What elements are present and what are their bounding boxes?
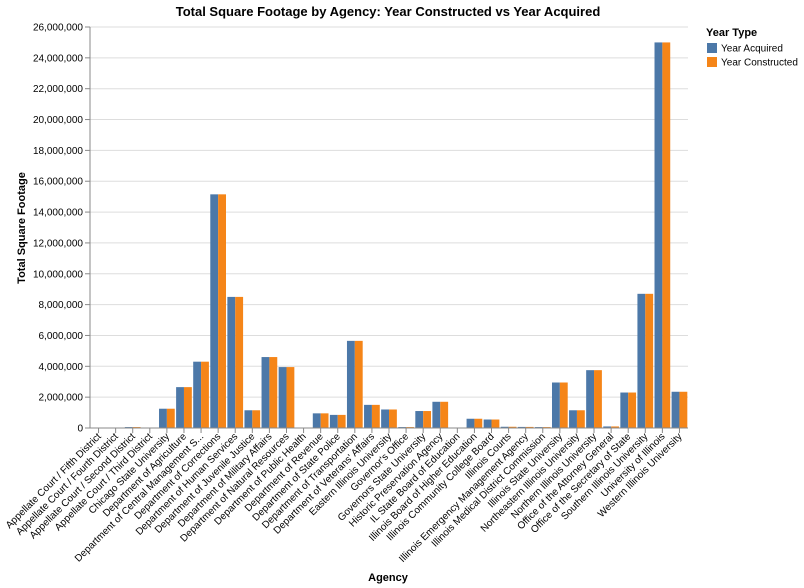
bar-year-constructed: [337, 414, 346, 428]
y-tick-label: 26,000,000: [33, 23, 83, 34]
bar-year-constructed: [491, 419, 500, 428]
y-tick-label: 4,000,000: [39, 362, 84, 373]
bar-year-acquired: [176, 387, 184, 428]
bar-year-constructed: [440, 401, 449, 428]
bar-year-constructed: [286, 367, 295, 428]
bar-year-acquired: [551, 382, 560, 428]
bar-year-acquired: [586, 370, 595, 428]
bars: [90, 42, 688, 429]
y-tick-label: 20,000,000: [33, 115, 83, 126]
bar-year-acquired: [193, 361, 202, 428]
bar-year-constructed: [183, 387, 192, 428]
axes: 0 2,000,000 4,000,000 6,000,000 8,000,000 10,…: [4, 23, 688, 565]
bar-year-constructed: [235, 296, 244, 428]
bar-year-acquired: [637, 293, 646, 428]
bar-year-acquired: [500, 426, 509, 428]
bar-year-acquired: [415, 411, 424, 428]
legend-swatch: [707, 57, 717, 67]
bar-year-constructed: [628, 392, 637, 428]
bar-year-acquired: [278, 367, 287, 428]
y-tick-label: 22,000,000: [33, 84, 83, 95]
bar-year-constructed: [645, 293, 654, 428]
bar-year-constructed: [252, 410, 261, 428]
bar-year-constructed: [594, 370, 602, 428]
bar-year-constructed: [423, 411, 432, 428]
bar-year-acquired: [244, 410, 253, 428]
bar-year-constructed: [389, 409, 397, 428]
bar-year-acquired: [364, 404, 372, 428]
y-tick-label: 12,000,000: [33, 238, 83, 249]
y-tick-label: 6,000,000: [39, 331, 84, 342]
y-axis-title: Total Square Footage: [16, 172, 28, 284]
bar-year-constructed: [508, 426, 517, 428]
bar-year-constructed: [662, 42, 671, 429]
chart-title: Total Square Footage by Agency: Year Con…: [176, 4, 601, 19]
bar-year-constructed: [201, 361, 209, 428]
y-tick-label: 24,000,000: [33, 53, 83, 64]
bar-year-constructed: [320, 413, 329, 428]
bar-year-acquired: [466, 418, 475, 428]
legend-swatch: [707, 43, 717, 53]
bar-year-acquired: [603, 426, 612, 428]
legend-label: Year Constructed: [721, 58, 798, 69]
y-tick-label: 18,000,000: [33, 146, 83, 157]
bar-year-acquired: [517, 426, 526, 428]
y-tick-label: 2,000,000: [39, 393, 84, 404]
bar-year-acquired: [227, 296, 236, 428]
bar-year-acquired: [159, 408, 167, 428]
y-tick-label: 0: [77, 424, 83, 435]
bar-year-constructed: [611, 426, 619, 428]
bar-year-acquired: [432, 401, 441, 428]
bar-year-acquired: [346, 340, 355, 428]
bar-year-acquired: [483, 419, 492, 428]
x-axis-title: Agency: [368, 572, 409, 584]
legend-label: Year Acquired: [721, 44, 783, 55]
y-tick-label: 10,000,000: [33, 269, 83, 280]
bar-year-acquired: [671, 391, 680, 428]
bar-year-constructed: [269, 357, 278, 428]
bar-year-constructed: [166, 408, 175, 428]
bar-year-acquired: [620, 392, 629, 428]
legend-title: Year Type: [706, 27, 757, 39]
y-tick-label: 8,000,000: [39, 300, 84, 311]
bar-year-constructed: [474, 418, 483, 428]
bar-year-constructed: [218, 194, 227, 428]
bar-year-constructed: [559, 382, 568, 428]
bar-year-acquired: [210, 194, 219, 428]
bar-year-acquired: [329, 414, 338, 428]
bar-year-acquired: [312, 413, 321, 428]
gridlines: [90, 26, 688, 429]
bar-year-acquired: [381, 409, 389, 428]
bar-year-constructed: [354, 340, 363, 428]
y-tick-label: 14,000,000: [33, 208, 83, 219]
bar-year-acquired: [261, 357, 270, 428]
bar-year-constructed: [576, 410, 585, 428]
bar-year-constructed: [525, 426, 534, 428]
bar-year-acquired: [654, 42, 663, 429]
bar-year-acquired: [569, 410, 577, 428]
bar-year-constructed: [679, 391, 688, 428]
bar-year-constructed: [371, 404, 380, 428]
legend: Year Type Year Acquired Year Constructed: [706, 27, 798, 69]
y-tick-label: 16,000,000: [33, 177, 83, 188]
